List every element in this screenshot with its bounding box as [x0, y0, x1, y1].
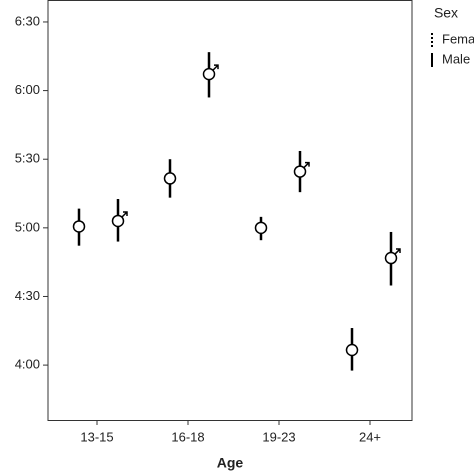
x-tick-label: 24+ — [359, 429, 381, 444]
legend-title: Sex — [434, 5, 458, 21]
point — [345, 343, 359, 357]
y-tick-label: 5:30 — [15, 151, 40, 166]
point — [72, 220, 86, 233]
male-symbol — [303, 161, 310, 169]
y-tick-label: 4:00 — [15, 357, 40, 372]
x-tick-label: 13-15 — [80, 429, 113, 444]
y-tick-label: 5:00 — [15, 219, 40, 234]
male-symbol — [394, 248, 401, 255]
x-tick-label: 16-18 — [171, 429, 204, 444]
point — [202, 67, 216, 81]
x-axis-label: Age — [217, 455, 244, 471]
legend-label: Male — [442, 51, 470, 66]
legend-label: Female — [442, 31, 474, 46]
plot-frame — [47, 0, 413, 421]
male-symbol — [212, 64, 219, 71]
point — [254, 221, 268, 235]
point — [163, 172, 177, 185]
x-tick-label: 19-23 — [262, 429, 295, 444]
y-tick-label: 6:00 — [15, 82, 40, 97]
y-tick-label: 6:30 — [15, 13, 40, 28]
male-symbol — [121, 211, 128, 218]
point — [384, 251, 398, 265]
y-tick-label: 4:30 — [15, 288, 40, 303]
point — [293, 165, 307, 178]
point — [111, 214, 125, 228]
